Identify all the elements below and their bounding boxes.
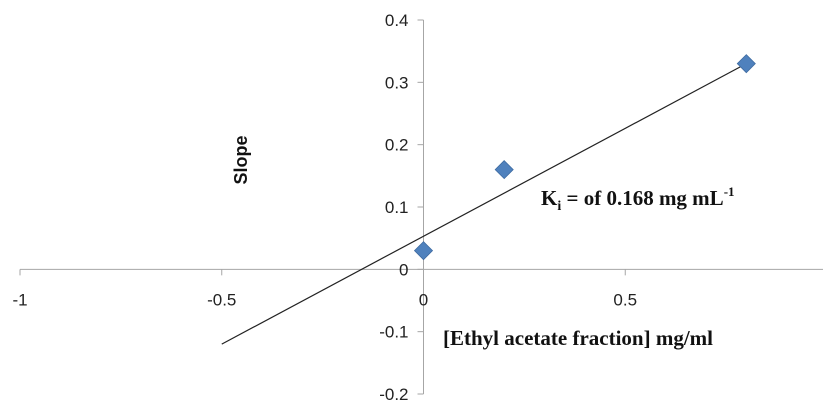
- y-tick-label: 0.3: [385, 73, 409, 92]
- data-point: [736, 54, 756, 74]
- trendline-group: [221, 63, 747, 345]
- axes: [19, 19, 823, 395]
- y-tick-label: 0.1: [385, 198, 409, 217]
- ki-annotation: Ki = of 0.168 mg mL-1: [541, 184, 735, 214]
- x-tick-label: 0: [419, 290, 428, 309]
- data-point: [494, 160, 514, 180]
- data-point: [413, 241, 434, 261]
- y-axis-label: Slope: [231, 135, 251, 184]
- y-tick-label: -0.2: [379, 385, 408, 404]
- trendline: [221, 63, 747, 345]
- y-tick-label: 0.2: [385, 136, 409, 155]
- x-tick-label: -1: [12, 290, 27, 309]
- annotation-subscript: i: [557, 199, 561, 214]
- y-tick-label: -0.1: [379, 323, 408, 342]
- tick-labels: -1-0.500.51-0.2-0.100.10.20.30.4: [12, 11, 823, 404]
- annotation-main: K: [541, 186, 558, 210]
- annotation-superscript: -1: [724, 184, 735, 199]
- x-tick-label: -0.5: [207, 290, 236, 309]
- data-points: [413, 54, 756, 261]
- x-axis-label: [Ethyl acetate fraction] mg/ml: [443, 326, 713, 350]
- x-tick-label: 0.5: [613, 290, 637, 309]
- y-tick-label: 0.4: [385, 11, 409, 30]
- y-tick-label: 0: [399, 260, 408, 279]
- annotation-text: = of 0.168 mg mL: [561, 186, 723, 210]
